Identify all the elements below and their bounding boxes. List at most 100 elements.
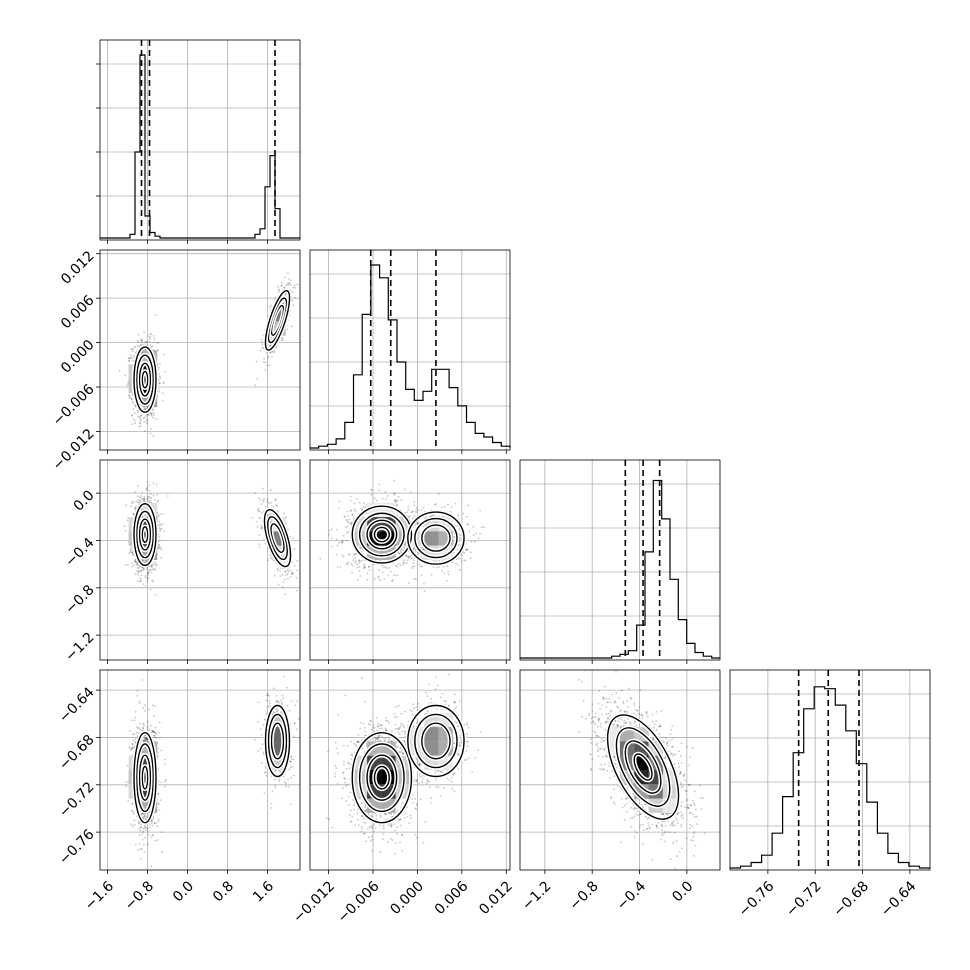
sample-point <box>371 489 373 492</box>
sample-point <box>378 489 381 492</box>
sample-point <box>381 571 384 574</box>
sample-point <box>281 337 284 340</box>
sample-point <box>147 571 150 574</box>
sample-point <box>155 483 158 486</box>
sample-point <box>360 507 363 510</box>
sample-point <box>153 563 155 566</box>
sample-point <box>134 560 136 562</box>
sample-point <box>151 564 154 566</box>
sample-point <box>145 341 148 343</box>
sample-point <box>341 541 344 544</box>
sample-point <box>276 569 279 572</box>
sample-point <box>270 304 272 307</box>
sample-point <box>136 339 139 342</box>
sample-point <box>140 414 143 417</box>
sample-point <box>145 415 147 417</box>
sample-point <box>347 553 350 556</box>
sample-point <box>145 341 148 343</box>
sample-point <box>397 552 400 554</box>
sample-point <box>284 578 287 581</box>
sample-point <box>347 561 350 564</box>
sample-point <box>135 561 138 564</box>
sample-point <box>158 388 160 391</box>
sample-point <box>144 407 147 410</box>
sample-point <box>127 564 129 567</box>
sample-point <box>272 559 275 562</box>
sample-point <box>137 341 140 343</box>
sample-point <box>158 547 161 549</box>
panel-frame <box>99 39 301 241</box>
sample-point <box>264 369 267 372</box>
sample-point <box>141 491 144 494</box>
sample-point <box>126 519 129 522</box>
sample-point <box>147 572 149 575</box>
histogram-panel-2 <box>519 459 721 664</box>
sample-point <box>160 557 163 559</box>
sample-point <box>255 360 258 363</box>
sample-point <box>400 498 402 501</box>
sample-point <box>381 565 383 567</box>
histogram-line <box>730 686 930 869</box>
sample-point <box>296 569 298 572</box>
sample-point <box>286 573 289 575</box>
sample-point <box>131 562 133 565</box>
sample-point <box>160 527 163 530</box>
sample-point <box>286 568 289 571</box>
sample-point <box>127 357 130 360</box>
sample-point <box>370 494 373 496</box>
sample-point <box>412 548 415 550</box>
sample-point <box>131 551 134 554</box>
sample-point <box>156 512 159 515</box>
sample-point <box>124 529 127 532</box>
sample-point <box>149 493 152 496</box>
sample-point <box>149 496 152 499</box>
sample-point <box>396 499 399 502</box>
sample-point <box>293 284 296 287</box>
sample-point <box>402 562 404 564</box>
sample-point <box>130 347 133 350</box>
sample-point <box>409 491 412 494</box>
sample-point <box>146 580 149 582</box>
sample-point <box>410 557 413 560</box>
sample-point <box>383 578 386 580</box>
sample-point <box>292 572 294 575</box>
sample-point <box>261 343 264 346</box>
sample-point <box>364 566 366 569</box>
sample-point <box>359 501 361 504</box>
sample-point <box>132 513 135 515</box>
sample-point <box>145 560 148 563</box>
histogram-line <box>310 264 511 449</box>
sample-point <box>148 484 151 487</box>
sample-point <box>292 304 295 307</box>
density-panel-2-1 <box>309 459 511 664</box>
histogram-panel-3 <box>729 669 931 874</box>
sample-point <box>356 578 359 581</box>
sample-point <box>291 572 294 574</box>
sample-point <box>402 559 405 561</box>
sample-point <box>273 351 276 354</box>
histogram-line <box>520 479 720 659</box>
sample-point <box>254 492 257 494</box>
sample-point <box>342 555 345 558</box>
density-content <box>319 479 485 592</box>
sample-point <box>135 505 137 508</box>
sample-point <box>256 525 259 528</box>
sample-point <box>273 574 276 577</box>
sample-point <box>359 546 362 549</box>
sample-point <box>296 559 298 562</box>
sample-point <box>134 506 137 509</box>
sample-point <box>134 346 137 348</box>
sample-point <box>128 552 131 554</box>
sample-point <box>128 394 131 397</box>
sample-point <box>132 553 135 556</box>
sample-point <box>129 357 132 360</box>
sample-point <box>158 535 161 538</box>
sample-point <box>159 528 162 531</box>
sample-point <box>137 571 140 574</box>
sample-point <box>262 361 265 364</box>
sample-point <box>129 396 132 399</box>
sample-point <box>296 589 298 592</box>
sample-point <box>258 543 260 546</box>
sample-point <box>146 568 148 570</box>
sample-point <box>134 422 137 424</box>
